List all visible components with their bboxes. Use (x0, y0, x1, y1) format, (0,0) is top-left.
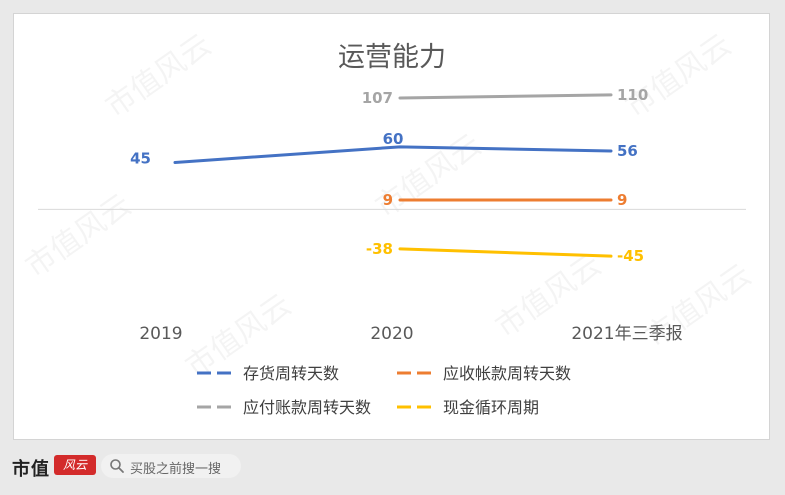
chart-card: 市值风云 市值风云 市值风云 市值风云 市值风云 市值风云 市值风云 运营能力 45 60 56… (13, 13, 770, 440)
legend-label: 现金循环周期 (443, 398, 539, 417)
series-layer: 45 60 56 9 9 107 110 -38 -45 (130, 86, 648, 265)
data-label: 9 (383, 191, 393, 209)
chart-title: 运营能力 (338, 42, 446, 73)
watermark-text: 市值风云 (619, 27, 737, 124)
brand-logo-mark: 风云 (54, 455, 96, 475)
data-label: 107 (362, 89, 393, 107)
watermark-text: 市值风云 (19, 187, 137, 284)
series-line-0 (173, 145, 613, 164)
search-icon (110, 459, 124, 473)
data-label: 56 (617, 142, 638, 160)
legend-label: 应付账款周转天数 (243, 398, 371, 417)
x-tick-label: 2020 (370, 324, 413, 344)
data-label: 60 (383, 130, 404, 148)
series-line-2 (398, 93, 613, 100)
x-tick-label: 2019 (139, 324, 182, 344)
legend-label: 应收帐款周转天数 (443, 364, 571, 383)
legend-label: 存货周转天数 (243, 364, 339, 383)
search-placeholder: 买股之前搜一搜 (130, 462, 222, 477)
x-tick-label: 2021年三季报 (571, 324, 682, 344)
x-tick-layer: 2019 2020 2021年三季报 (139, 324, 682, 344)
series-line-3 (398, 247, 613, 258)
data-label: -45 (617, 247, 644, 265)
brand-logo-text: 市值 (12, 459, 50, 480)
data-label: 110 (617, 86, 648, 104)
data-label: 9 (617, 191, 627, 209)
data-label: 45 (130, 149, 151, 167)
data-label: -38 (366, 240, 393, 258)
watermark-text: 市值风云 (99, 27, 217, 124)
search-box[interactable]: 买股之前搜一搜 (101, 454, 241, 478)
footer-bar: 市值 风云 买股之前搜一搜 (0, 440, 785, 495)
